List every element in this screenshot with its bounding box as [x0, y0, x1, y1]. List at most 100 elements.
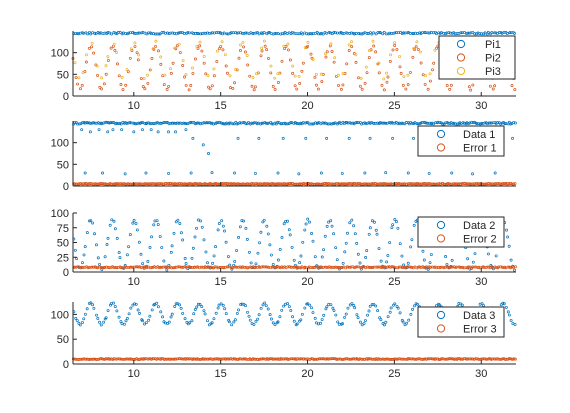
data-point [112, 121, 116, 124]
data-point [484, 182, 487, 186]
data-point [487, 181, 491, 185]
data-point [280, 59, 284, 63]
data-point [177, 121, 181, 125]
data-point [118, 30, 122, 34]
data-point [471, 172, 475, 176]
data-point [167, 32, 171, 36]
data-point [223, 307, 227, 311]
data-point [502, 302, 506, 306]
data-point [463, 181, 467, 185]
data-point [455, 122, 459, 126]
data-point [241, 121, 245, 125]
data-point [227, 320, 231, 324]
data-point [393, 44, 397, 47]
data-point [429, 253, 433, 256]
data-point [178, 303, 182, 307]
data-point [388, 59, 392, 63]
data-point [165, 87, 169, 91]
data-point [217, 222, 221, 225]
legend: Data 2 Error 2 [417, 216, 505, 248]
data-point [324, 52, 327, 56]
data-point [84, 60, 88, 64]
data-point [347, 43, 351, 47]
data-point [309, 122, 313, 126]
data-point [329, 303, 333, 307]
data-point [220, 219, 224, 223]
data-point [278, 182, 281, 186]
data-point [321, 32, 325, 36]
data-point [126, 357, 130, 361]
data-point [273, 32, 277, 36]
data-point [86, 182, 90, 186]
data-point [318, 182, 322, 186]
data-point [366, 313, 370, 317]
data-point [384, 121, 388, 125]
data-point [441, 265, 445, 269]
data-point [471, 83, 475, 87]
data-point [350, 45, 354, 49]
data-point [188, 321, 192, 325]
data-point [179, 30, 183, 34]
data-point [118, 121, 122, 125]
data-point [471, 357, 475, 361]
data-point [80, 83, 84, 87]
data-point [105, 120, 109, 124]
data-point [329, 357, 333, 361]
data-point [420, 182, 424, 186]
y-tick-label: 25 [57, 252, 69, 264]
data-point [161, 265, 165, 269]
data-point [104, 316, 108, 320]
data-point [426, 87, 430, 91]
data-point [182, 182, 185, 186]
data-point [337, 83, 340, 87]
data-point [191, 71, 195, 75]
data-point [376, 265, 380, 269]
data-point [95, 313, 99, 317]
data-point [450, 31, 454, 35]
data-point [452, 121, 456, 125]
x-tick-label: 15 [215, 368, 227, 380]
data-point [428, 79, 432, 83]
data-point [133, 357, 137, 361]
data-point [135, 228, 139, 232]
data-point [153, 32, 157, 36]
data-point [210, 84, 214, 88]
data-point [169, 67, 172, 71]
data-point [167, 122, 171, 126]
data-point [162, 259, 166, 263]
data-point [83, 312, 87, 316]
data-point [311, 58, 315, 61]
data-point [193, 357, 197, 361]
data-point [141, 262, 145, 265]
data-point [481, 357, 484, 361]
data-point [301, 32, 305, 36]
data-point [416, 182, 420, 186]
data-point [132, 31, 136, 35]
data-point [234, 67, 238, 71]
data-point [368, 136, 372, 140]
data-point [296, 32, 300, 36]
data-point [202, 309, 206, 313]
data-point [372, 121, 376, 125]
y-tick-label: 0 [63, 181, 69, 193]
data-point [144, 321, 148, 325]
data-point [445, 83, 449, 87]
data-point [93, 232, 96, 236]
data-point [365, 71, 369, 75]
data-point [235, 122, 239, 126]
data-point [112, 219, 116, 223]
data-point [174, 130, 177, 134]
data-point [238, 49, 242, 52]
data-point [412, 32, 416, 36]
data-point [77, 357, 81, 361]
data-point [248, 318, 252, 322]
data-point [184, 265, 188, 269]
data-point [117, 315, 121, 319]
data-point [89, 301, 93, 305]
data-point [142, 76, 146, 80]
data-point [94, 32, 98, 36]
data-point [299, 182, 303, 186]
data-point [404, 87, 408, 91]
x-tick-label: 20 [301, 100, 313, 112]
data-point [360, 323, 364, 327]
